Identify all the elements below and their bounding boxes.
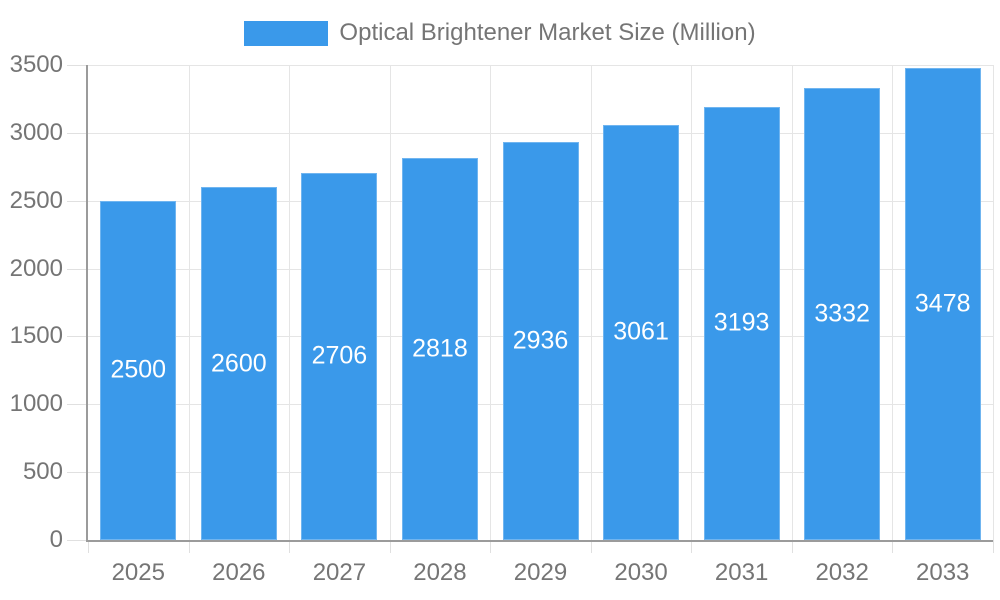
x-axis-tick <box>188 540 190 553</box>
v-gridline <box>289 65 291 540</box>
bar-value-label: 2706 <box>311 341 368 370</box>
x-axis-label: 2027 <box>312 559 367 586</box>
y-axis-label: 1000 <box>9 390 63 418</box>
bar-value-label: 2936 <box>512 326 569 355</box>
bar <box>502 141 579 540</box>
y-axis-label: 3000 <box>9 118 63 146</box>
x-axis-tick <box>389 540 391 553</box>
y-axis-line <box>86 65 88 542</box>
bar <box>401 157 478 540</box>
legend-swatch <box>244 20 329 46</box>
x-axis-tick <box>490 540 492 553</box>
h-gridline <box>88 132 993 134</box>
v-gridline <box>389 65 391 540</box>
bar-value-label: 3193 <box>713 308 770 337</box>
x-axis-label: 2030 <box>614 559 668 586</box>
x-axis-tick <box>289 540 291 553</box>
bar <box>100 200 177 540</box>
x-axis-label: 2033 <box>916 559 970 586</box>
y-axis-tick <box>67 336 88 338</box>
bar-value-label: 3332 <box>814 299 870 328</box>
bar <box>301 172 378 540</box>
bar-value-label: 2500 <box>110 355 167 384</box>
y-axis-tick <box>67 132 88 134</box>
x-axis-tick <box>791 540 793 553</box>
bar <box>804 87 881 540</box>
h-gridline <box>88 65 993 66</box>
v-gridline <box>590 65 592 540</box>
y-axis-tick <box>67 268 88 270</box>
legend-label: Optical Brightener Market Size (Million) <box>339 19 756 46</box>
bar-value-label: 2818 <box>412 334 468 363</box>
y-axis-label: 500 <box>22 458 63 486</box>
bar <box>603 124 680 540</box>
bar <box>904 67 981 540</box>
y-axis-label: 2000 <box>9 254 63 282</box>
x-axis-tick <box>892 540 894 553</box>
v-gridline <box>791 65 793 540</box>
y-axis-label: 2500 <box>9 186 63 214</box>
bar <box>703 106 780 540</box>
x-axis-tick <box>993 540 994 553</box>
v-gridline <box>691 65 693 540</box>
x-axis-label: 2032 <box>815 559 869 586</box>
chart-legend[interactable]: Optical Brightener Market Size (Million) <box>0 19 1000 47</box>
v-gridline <box>892 65 894 540</box>
bar-value-label: 2600 <box>211 349 267 378</box>
y-axis-label: 3500 <box>9 51 63 78</box>
bar <box>200 187 277 540</box>
y-axis-tick <box>67 200 88 202</box>
x-axis-label: 2028 <box>413 559 467 586</box>
x-axis-label: 2029 <box>513 559 568 586</box>
bar-value-label: 3478 <box>914 289 971 318</box>
v-gridline <box>490 65 492 540</box>
x-axis-label: 2026 <box>212 559 266 586</box>
x-axis-label: 2025 <box>111 559 165 586</box>
y-axis-tick <box>67 65 88 66</box>
bar-value-label: 3061 <box>613 317 669 346</box>
y-axis-tick <box>67 540 88 541</box>
y-axis-tick <box>67 404 88 406</box>
x-axis-label: 2031 <box>714 559 769 586</box>
x-axis-line <box>86 540 993 542</box>
v-gridline <box>188 65 190 540</box>
x-axis-tick <box>691 540 693 553</box>
y-axis-label: 1500 <box>9 322 63 350</box>
v-gridline <box>993 65 994 540</box>
y-axis-tick <box>67 472 88 474</box>
y-axis-label: 0 <box>49 526 63 553</box>
x-axis-tick <box>88 540 89 553</box>
x-axis-tick <box>590 540 592 553</box>
